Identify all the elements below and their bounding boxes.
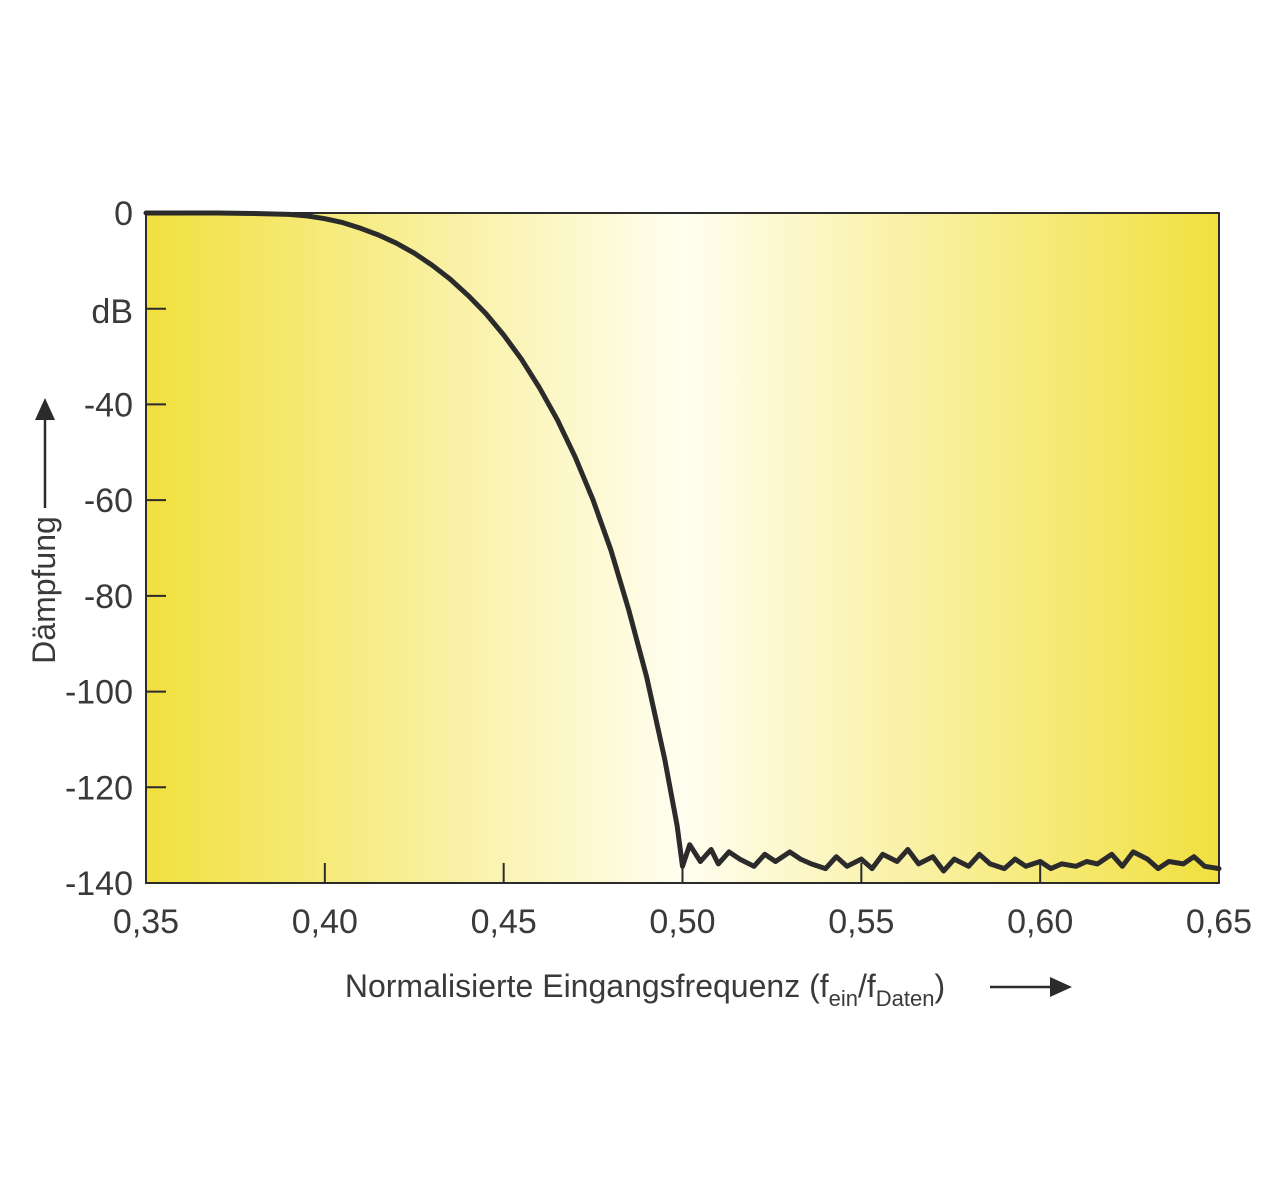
y-tick-label: -40 [84,386,133,424]
x-tick-label: 0,45 [471,903,537,941]
y-axis-title: Dämpfung [26,516,62,664]
x-title-end: ) [934,968,945,1004]
y-axis-arrow [35,398,55,508]
y-tick-label: -120 [65,769,133,807]
y-tick-label: -140 [65,865,133,903]
y-tick-label: -100 [65,674,133,712]
x-tick-label: 0,35 [113,903,179,941]
y-tick-label: -60 [84,482,133,520]
x-axis: 0,35 0,40 0,45 0,50 0,55 0,60 0,65 [113,863,1252,941]
attenuation-curve [143,210,1222,874]
x-tick-label: 0,40 [292,903,358,941]
x-tick-label: 0,55 [828,903,894,941]
x-title-sub2: Daten [876,986,935,1011]
plot-area [145,212,1220,884]
x-tick-label: 0,50 [649,903,715,941]
x-tick-label: 0,65 [1186,903,1252,941]
y-unit-label: dB [91,293,133,331]
x-title-mid: /f [858,968,876,1004]
x-tick-label: 0,60 [1007,903,1073,941]
y-tick-label: 0 [114,195,133,233]
x-title-sub1: ein [829,986,858,1011]
x-axis-title: Normalisierte Eingangsfrequenz (fein/fDa… [345,968,945,1011]
x-axis-arrow [990,977,1072,997]
x-title-main: Normalisierte Eingangsfrequenz (f [345,968,829,1004]
y-axis-title-group: Dämpfung [26,398,62,664]
y-tick-label: -80 [84,578,133,616]
y-axis: 0 -40 -60 -80 -100 -120 -140 [65,195,166,903]
